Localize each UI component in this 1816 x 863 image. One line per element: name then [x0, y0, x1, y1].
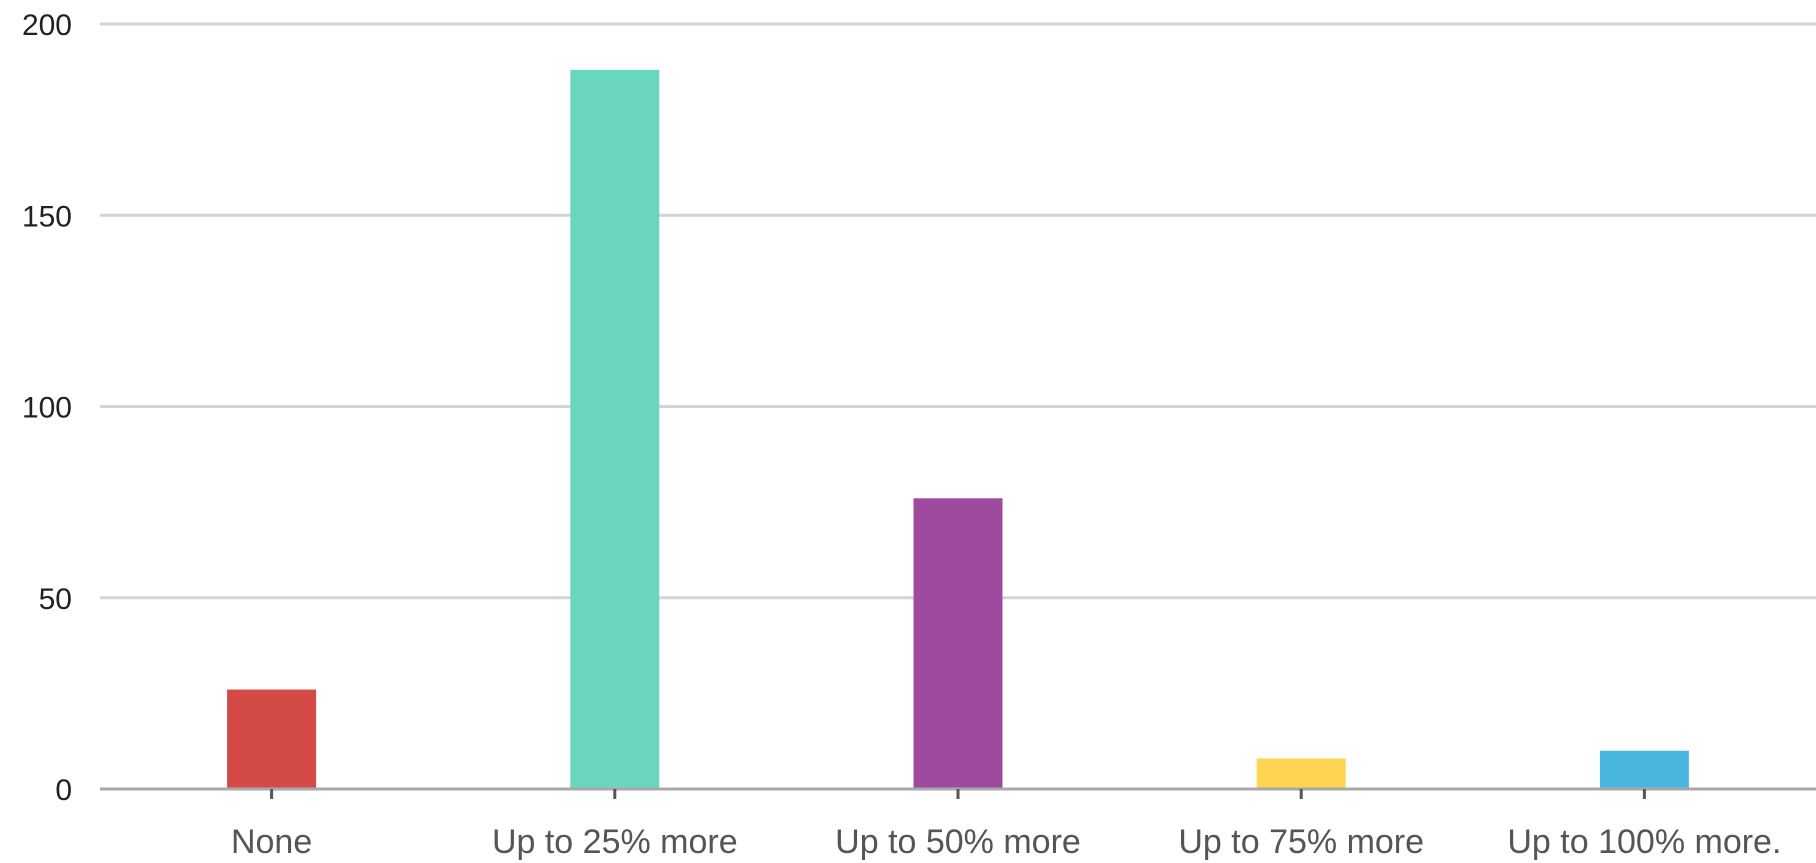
y-tick-label-150: 150: [22, 200, 72, 233]
x-axis-ticks: [270, 789, 1646, 799]
bar-5: [1599, 750, 1689, 789]
y-tick-label-0: 0: [55, 774, 72, 807]
x-tick-label-5: Up to 100% more.: [1507, 823, 1781, 861]
y-axis-tick-labels: 0 50 100 150 200: [22, 9, 72, 807]
bar-1: [227, 689, 317, 789]
y-tick-label-50: 50: [39, 583, 72, 616]
bar-3: [913, 498, 1003, 789]
y-tick-label-200: 200: [22, 9, 72, 42]
x-tick-label-4: Up to 75% more: [1178, 823, 1424, 861]
x-tick-label-3: Up to 50% more: [835, 823, 1081, 861]
y-tick-label-100: 100: [22, 392, 72, 425]
x-axis-tick-labels: None Up to 25% more Up to 50% more Up to 75…: [231, 823, 1781, 861]
x-tick-label-1: None: [231, 823, 312, 861]
bar-2: [570, 69, 660, 789]
bar-4: [1256, 758, 1346, 789]
bars: [227, 69, 1689, 789]
x-tick-label-2: Up to 25% more: [492, 823, 738, 861]
